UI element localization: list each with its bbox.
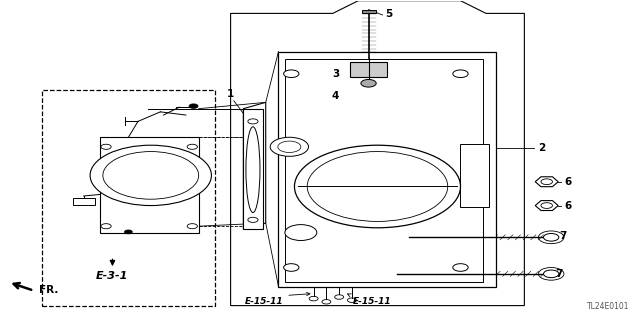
Text: 1: 1 <box>227 88 234 99</box>
Text: 3: 3 <box>332 69 339 79</box>
Circle shape <box>125 230 132 234</box>
Text: 5: 5 <box>385 9 392 19</box>
Circle shape <box>361 79 376 87</box>
Text: 7: 7 <box>556 270 563 279</box>
Circle shape <box>90 145 211 205</box>
Bar <box>73 197 95 204</box>
Circle shape <box>453 264 468 271</box>
FancyBboxPatch shape <box>362 10 376 13</box>
Polygon shape <box>535 201 558 211</box>
Text: E-3-1: E-3-1 <box>96 271 129 281</box>
Text: 6: 6 <box>564 177 571 187</box>
Circle shape <box>189 104 198 108</box>
FancyBboxPatch shape <box>100 137 198 233</box>
Text: E-15-11: E-15-11 <box>245 297 284 306</box>
FancyBboxPatch shape <box>278 51 495 286</box>
Circle shape <box>101 224 111 229</box>
Circle shape <box>543 234 559 241</box>
Text: 4: 4 <box>332 91 339 101</box>
Text: E-15-11: E-15-11 <box>353 297 392 306</box>
Polygon shape <box>243 102 266 229</box>
Circle shape <box>187 144 197 149</box>
Circle shape <box>284 264 299 271</box>
Circle shape <box>284 70 299 78</box>
Circle shape <box>453 70 468 78</box>
FancyBboxPatch shape <box>461 144 489 207</box>
Text: 6: 6 <box>564 201 571 211</box>
Text: FR.: FR. <box>39 286 58 295</box>
Circle shape <box>248 119 258 124</box>
FancyBboxPatch shape <box>350 62 387 77</box>
Circle shape <box>270 137 308 156</box>
Ellipse shape <box>246 127 260 212</box>
Text: 7: 7 <box>559 231 566 241</box>
Circle shape <box>187 224 197 229</box>
Circle shape <box>101 144 111 149</box>
Circle shape <box>294 145 461 228</box>
Text: TL24E0101: TL24E0101 <box>588 302 630 311</box>
Polygon shape <box>243 109 262 229</box>
Circle shape <box>248 217 258 222</box>
Polygon shape <box>230 1 524 306</box>
Circle shape <box>285 225 317 241</box>
Circle shape <box>543 270 559 278</box>
Bar <box>42 90 214 306</box>
Text: 2: 2 <box>538 143 546 153</box>
Polygon shape <box>535 177 558 187</box>
